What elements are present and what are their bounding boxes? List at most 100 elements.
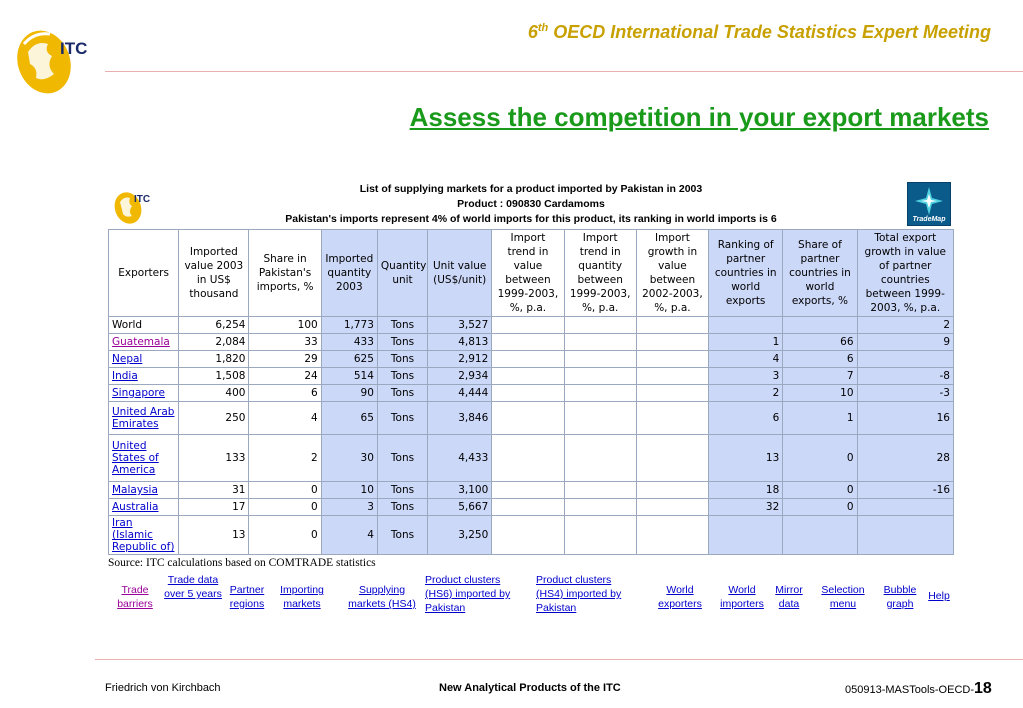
share-cell: 2 [248, 434, 322, 482]
nav-link-world-importers[interactable]: World importers [720, 584, 764, 610]
qty-cell: 4 [320, 515, 378, 555]
table-row: Malaysia 31 0 10 Tons 3,100 18 0 -16 [107, 481, 955, 499]
rank-cell: 2 [708, 384, 784, 402]
trend-v-cell [491, 515, 565, 555]
exporter-link[interactable]: Iran (Islamic Republic of) [112, 517, 175, 553]
tgrowth-cell: 16 [856, 401, 955, 435]
growth-cell [635, 350, 710, 368]
exporter-link[interactable]: United States of America [112, 440, 159, 476]
footer-code: 050913-MASTools-OECD-18 [845, 680, 992, 698]
unit-value-cell: 2,912 [427, 350, 493, 368]
value-cell: 133 [178, 434, 250, 482]
exporter-cell[interactable]: Guatemala [107, 333, 180, 351]
exporter-cell[interactable]: Australia [107, 498, 180, 516]
unit-value-cell: 4,433 [427, 434, 493, 482]
nav-link-mirror-data[interactable]: Mirror data [775, 584, 803, 610]
col-header: Unit value (US$/unit) [427, 229, 493, 317]
unit-cell: Tons [376, 481, 429, 499]
trend-q-cell [563, 316, 637, 334]
table-row: World 6,254 100 1,773 Tons 3,527 2 [107, 316, 955, 334]
nav-link-help[interactable]: Help [928, 590, 950, 602]
header-divider [105, 71, 1023, 72]
unit-value-cell: 4,444 [427, 384, 493, 402]
tgrowth-cell: -8 [856, 367, 955, 385]
unit-cell: Tons [376, 333, 429, 351]
nav-link-bubble-graph[interactable]: Bubble graph [883, 584, 917, 610]
supplying-markets-table: Exporters Imported value 2003 in US$ tho… [107, 229, 955, 555]
qty-cell: 1,773 [320, 316, 378, 334]
exporter-cell[interactable]: India [107, 367, 180, 385]
trend-q-cell [563, 498, 637, 516]
exporter-cell[interactable]: Iran (Islamic Republic of) [107, 515, 180, 555]
exporter-link[interactable]: Malaysia [112, 484, 158, 496]
tgrowth-cell: 9 [856, 333, 955, 351]
rank-cell [708, 515, 784, 555]
rank-cell: 1 [708, 333, 784, 351]
nav-link-importing-markets[interactable]: Importing markets [280, 584, 324, 610]
exporter-link[interactable]: United Arab Emirates [112, 406, 175, 430]
col-header: Ranking of partner countries in world ex… [708, 229, 784, 317]
growth-cell [635, 367, 710, 385]
nav-link-supplying-markets-hs4[interactable]: Supplying markets (HS4) [348, 584, 416, 610]
value-cell: 17 [178, 498, 250, 516]
value-cell: 1,508 [178, 367, 250, 385]
qty-cell: 65 [320, 401, 378, 435]
share-cell: 6 [248, 384, 322, 402]
unit-cell: Tons [376, 316, 429, 334]
page-number: 18 [974, 680, 992, 697]
exporter-cell[interactable]: United Arab Emirates [107, 401, 180, 435]
share-cell: 29 [248, 350, 322, 368]
exporter-cell[interactable]: Singapore [107, 384, 180, 402]
exporter-cell[interactable]: Nepal [107, 350, 180, 368]
exporter-cell[interactable]: United States of America [107, 434, 180, 482]
exporter-link[interactable]: Singapore [112, 387, 165, 399]
value-cell: 13 [178, 515, 250, 555]
rank-cell: 6 [708, 401, 784, 435]
trademap-logo-text: TradeMap [912, 216, 946, 223]
table-row: Iran (Islamic Republic of) 13 0 4 Tons 3,250 [107, 515, 955, 555]
qty-cell: 433 [320, 333, 378, 351]
value-cell: 400 [178, 384, 250, 402]
rank-cell: 32 [708, 498, 784, 516]
nav-link-product-clusters-hs4-imported-by-pakistan[interactable]: Product clusters (HS4) imported by Pakis… [536, 574, 622, 614]
exporter-cell[interactable]: Malaysia [107, 481, 180, 499]
unit-cell: Tons [376, 367, 429, 385]
share-cell: 0 [248, 481, 322, 499]
tgrowth-cell [856, 350, 955, 368]
exporter-link[interactable]: Australia [112, 501, 159, 513]
share-cell: 4 [248, 401, 322, 435]
unit-value-cell: 3,527 [427, 316, 493, 334]
wshare-cell: 0 [782, 498, 858, 516]
trademap-screenshot: ITC List of supplying markets for a prod… [107, 180, 955, 569]
nav-link-trade-barriers[interactable]: Trade barriers [117, 584, 153, 610]
trend-v-cell [491, 367, 565, 385]
col-header: Total export growth in value of partner … [856, 229, 955, 317]
value-cell: 6,254 [178, 316, 250, 334]
nav-link-selection-menu[interactable]: Selection menu [821, 584, 865, 610]
nav-link-partner-regions[interactable]: Partner regions [229, 584, 265, 610]
exporter-link[interactable]: Guatemala [112, 336, 170, 348]
growth-cell [635, 434, 710, 482]
trademap-logo[interactable]: TradeMap [907, 182, 951, 226]
exporter-link[interactable]: India [112, 370, 138, 382]
wshare-cell [782, 515, 858, 555]
unit-value-cell: 5,667 [427, 498, 493, 516]
rank-cell: 4 [708, 350, 784, 368]
footer-title: New Analytical Products of the ITC [439, 682, 621, 694]
col-header: Quantity unit [376, 229, 429, 317]
unit-value-cell: 4,813 [427, 333, 493, 351]
itc-logo-text: ITC [60, 39, 87, 58]
unit-cell: Tons [376, 498, 429, 516]
trend-q-cell [563, 434, 637, 482]
table-row: United Arab Emirates 250 4 65 Tons 3,846 6 1 16 [107, 401, 955, 435]
trend-v-cell [491, 316, 565, 334]
trend-q-cell [563, 333, 637, 351]
exporter-link[interactable]: Nepal [112, 353, 143, 365]
nav-link-product-clusters-hs6-imported-by-pakistan[interactable]: Product clusters (HS6) imported by Pakis… [425, 574, 511, 614]
nav-link-trade-data-over-5-years[interactable]: Trade data over 5 years [164, 574, 222, 600]
nav-link-world-exporters[interactable]: World exporters [658, 584, 702, 610]
table-row: United States of America 133 2 30 Tons 4,433 1… [107, 434, 955, 482]
rank-cell: 3 [708, 367, 784, 385]
footer-author: Friedrich von Kirchbach [105, 682, 221, 694]
qty-cell: 3 [320, 498, 378, 516]
